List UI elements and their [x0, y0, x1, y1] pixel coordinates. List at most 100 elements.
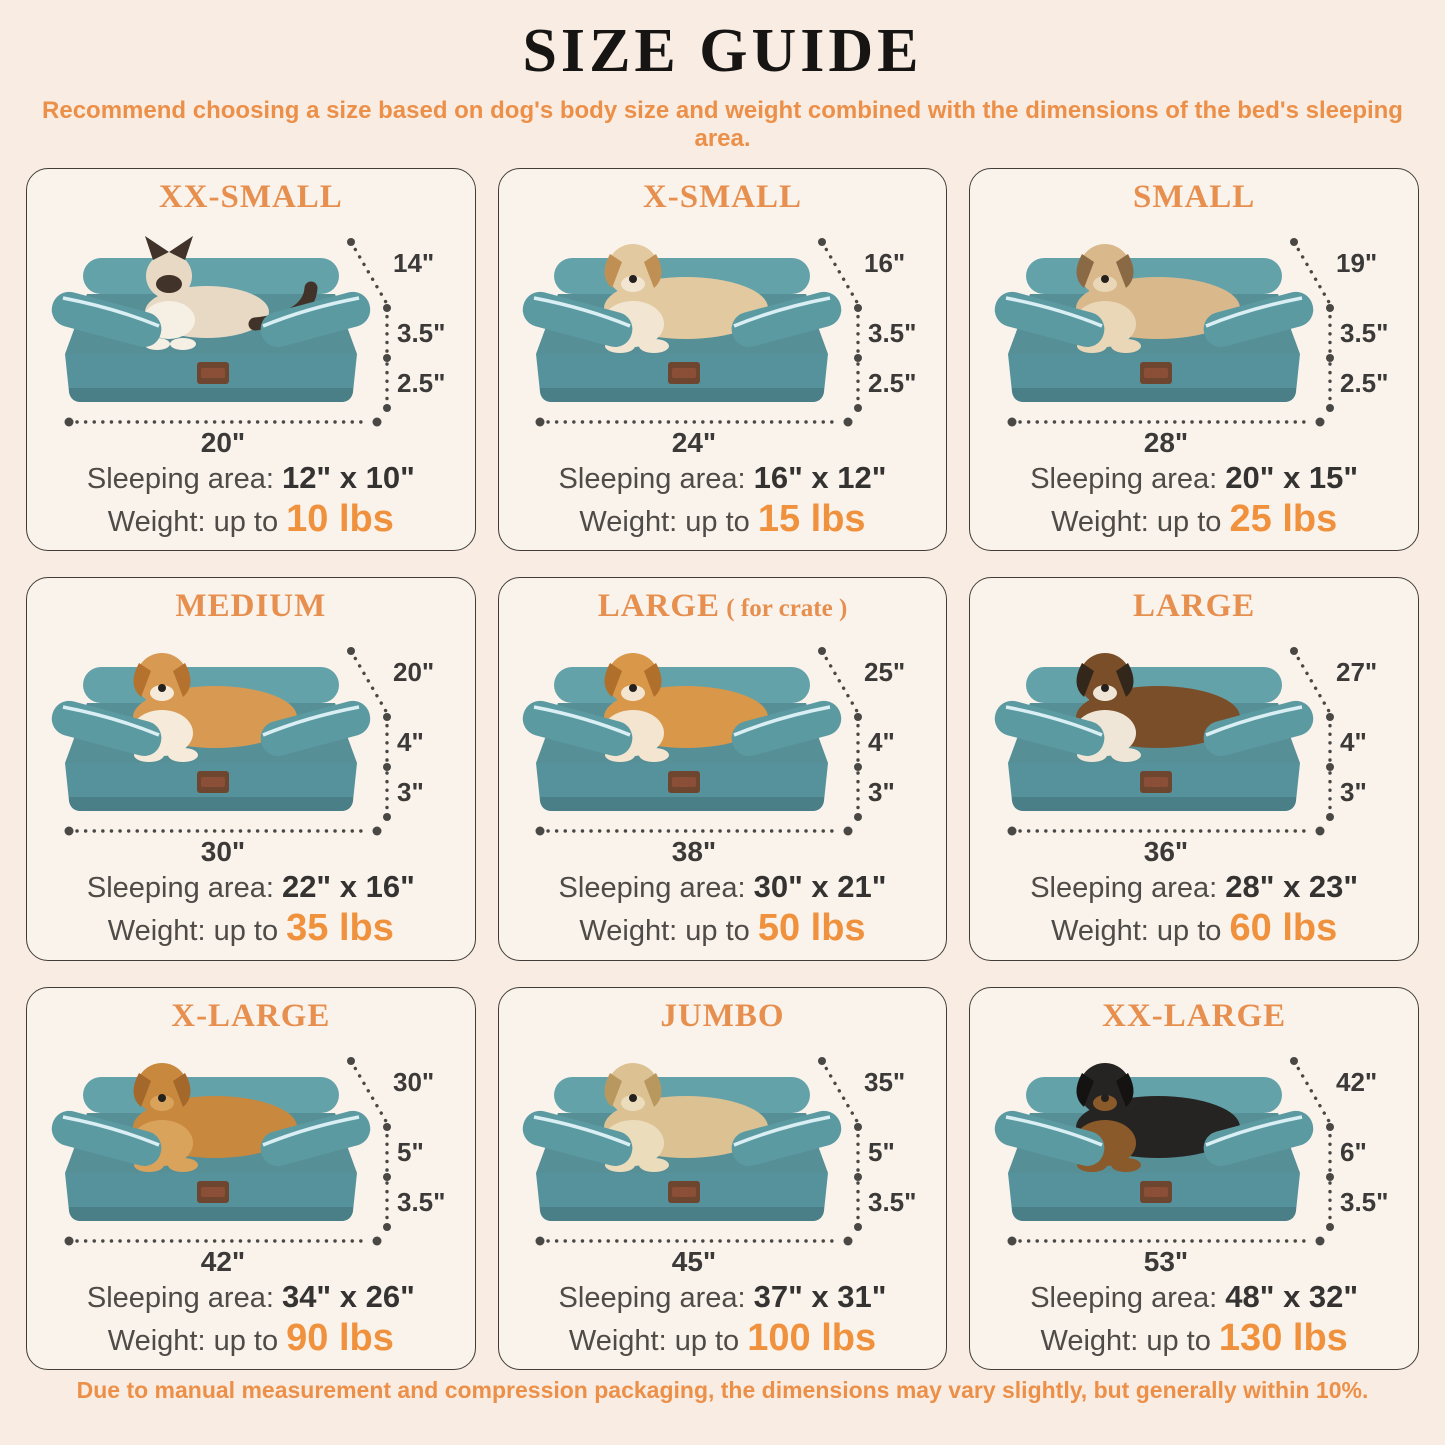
brand-tag-icon	[196, 771, 229, 794]
back-height-label: 30"	[393, 1067, 434, 1097]
size-name: MEDIUM	[27, 588, 475, 625]
back-height-label: 16"	[864, 248, 905, 278]
width-label: 42"	[201, 1246, 245, 1275]
bed-illustration	[994, 244, 1314, 402]
pet-illustration	[602, 244, 769, 353]
size-card: LARGE ( for crate )	[497, 577, 948, 961]
bolster-height-label: 5"	[868, 1137, 895, 1167]
weight-line: Weight: up to 90 lbs	[27, 1317, 475, 1360]
size-card: XX-LARGE	[969, 986, 1419, 1370]
bolster-height-label: 3.5"	[868, 318, 916, 348]
bed-figure: 27" 4" 3" 36"	[974, 625, 1414, 865]
sleeping-area-line: Sleeping area: 30" x 21"	[499, 869, 947, 905]
weight-label: Weight: up to	[579, 915, 750, 948]
sleeping-area-value: 12" x 10"	[281, 460, 415, 495]
bed-diagram: 27" 4" 3" 36"	[994, 647, 1377, 865]
size-name: XX-SMALL	[27, 179, 475, 216]
base-height-label: 3.5"	[1340, 1187, 1388, 1217]
weight-label: Weight: up to	[107, 1324, 279, 1357]
weight-line: Weight: up to 50 lbs	[499, 907, 947, 950]
brand-tag-icon	[668, 362, 701, 384]
base-height-label: 3"	[868, 777, 895, 807]
size-card: LARGE	[969, 577, 1419, 961]
brand-tag-icon	[1140, 362, 1173, 384]
sleeping-area-label: Sleeping area:	[558, 463, 746, 495]
sleeping-area-label: Sleeping area:	[558, 1281, 746, 1314]
size-name: JUMBO	[499, 998, 947, 1035]
weight-line: Weight: up to 100 lbs	[499, 1317, 947, 1360]
dimension-annotations: 30" 5" 3.5" 42"	[64, 1056, 445, 1275]
bed-diagram: 42" 6" 3.5" 53"	[994, 1056, 1389, 1275]
size-name: LARGE	[970, 588, 1418, 625]
bed-illustration	[994, 1062, 1314, 1221]
base-height-label: 2.5"	[1340, 368, 1388, 398]
bed-illustration	[523, 244, 842, 402]
size-name-suffix: ( for crate )	[720, 595, 848, 623]
bed-diagram: 25" 4" 3" 38"	[523, 647, 906, 865]
sleeping-area-line: Sleeping area: 20" x 15"	[970, 460, 1418, 496]
size-name: LARGE ( for crate )	[499, 588, 947, 625]
bolster-height-label: 4"	[868, 727, 895, 757]
back-height-label: 20"	[393, 657, 434, 687]
dimension-annotations: 27" 4" 3" 36"	[1007, 647, 1377, 865]
size-card: X-SMALL	[497, 168, 948, 552]
size-card: MEDIUM	[26, 577, 476, 961]
width-label: 45"	[672, 1246, 716, 1275]
bed-illustration	[523, 1062, 842, 1221]
sleeping-area-label: Sleeping area:	[86, 1281, 274, 1314]
weight-value: 90 lbs	[286, 1316, 394, 1359]
brand-tag-icon	[668, 771, 701, 794]
weight-label: Weight: up to	[107, 506, 279, 538]
base-height-label: 2.5"	[868, 368, 916, 398]
bed-diagram: 35" 5" 3.5" 45"	[523, 1056, 917, 1275]
back-height-label: 27"	[1336, 657, 1377, 687]
brand-tag-icon	[1140, 1180, 1173, 1203]
sleeping-area-line: Sleeping area: 34" x 26"	[27, 1279, 475, 1315]
dog-silhouette	[602, 244, 769, 353]
bed-figure: 16" 3.5" 2.5" 24"	[502, 216, 942, 456]
bolster-height-label: 4"	[397, 727, 424, 757]
size-name-text: X-SMALL	[642, 179, 803, 215]
bed-illustration	[51, 236, 371, 402]
bed-figure: 19" 3.5" 2.5" 28"	[974, 216, 1414, 456]
width-label: 53"	[1144, 1246, 1188, 1275]
bed-figure: 20" 4" 3" 30"	[31, 625, 471, 865]
sleeping-area-label: Sleeping area:	[1030, 1281, 1218, 1314]
weight-value: 130 lbs	[1218, 1316, 1348, 1359]
weight-label: Weight: up to	[1051, 915, 1222, 948]
back-height-label: 35"	[864, 1067, 905, 1097]
size-name-text: SMALL	[1132, 179, 1256, 215]
weight-label: Weight: up to	[579, 506, 750, 538]
size-name: X-SMALL	[499, 179, 947, 216]
size-name-text: LARGE	[1132, 588, 1256, 625]
size-name-text: MEDIUM	[175, 588, 327, 625]
weight-line: Weight: up to 60 lbs	[970, 907, 1418, 950]
base-height-label: 3.5"	[397, 1187, 445, 1217]
bed-diagram: 14" 3.5" 2.5" 20"	[51, 236, 445, 456]
width-label: 28"	[1144, 427, 1188, 456]
sleeping-area-value: 37" x 31"	[753, 1278, 887, 1314]
weight-value: 10 lbs	[286, 498, 394, 540]
dog-silhouette	[130, 653, 297, 763]
weight-value: 25 lbs	[1229, 498, 1338, 540]
size-name-text: X-LARGE	[171, 997, 331, 1034]
brand-tag-icon	[1140, 771, 1173, 794]
dimension-annotations: 16" 3.5" 2.5" 24"	[535, 238, 917, 456]
sleeping-area-line: Sleeping area: 16" x 12"	[499, 460, 947, 496]
bed-figure: 42" 6" 3.5" 53"	[974, 1035, 1414, 1275]
sleeping-area-value: 22" x 16"	[281, 869, 415, 905]
sleeping-area-value: 16" x 12"	[753, 460, 887, 495]
width-label: 30"	[201, 836, 245, 865]
base-height-label: 2.5"	[397, 368, 445, 398]
sleeping-area-line: Sleeping area: 28" x 23"	[970, 869, 1418, 905]
size-name: X-LARGE	[27, 998, 475, 1035]
size-card: SMALL	[969, 168, 1419, 552]
bolster-height-label: 4"	[1340, 727, 1367, 757]
size-name: XX-LARGE	[970, 998, 1418, 1035]
weight-line: Weight: up to 25 lbs	[970, 498, 1418, 541]
bolster-height-label: 3.5"	[1340, 318, 1388, 348]
bed-illustration	[51, 653, 371, 812]
bed-diagram: 20" 4" 3" 30"	[51, 647, 434, 865]
size-name: SMALL	[970, 179, 1418, 216]
bed-diagram: 19" 3.5" 2.5" 28"	[994, 238, 1389, 456]
